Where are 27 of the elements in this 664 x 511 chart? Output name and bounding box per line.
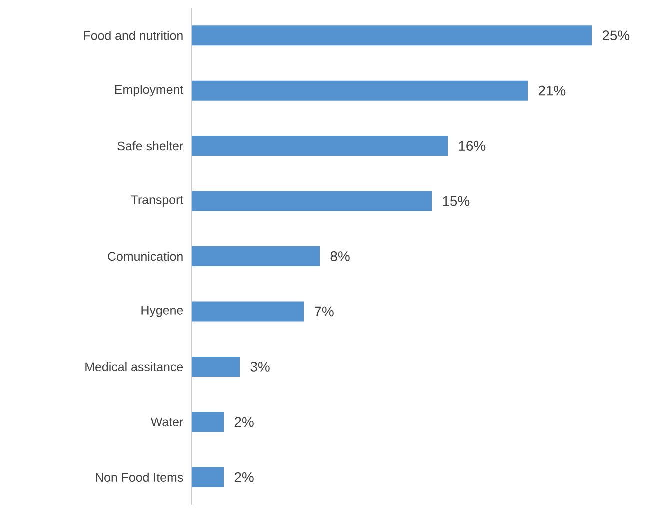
bar <box>192 412 224 432</box>
bar <box>192 302 304 322</box>
y-tick-label: Hygene <box>142 306 184 318</box>
bar <box>192 26 592 46</box>
y-tick-label: Transport <box>131 196 184 207</box>
data-label: 16% <box>459 141 486 151</box>
data-label: 3% <box>250 362 270 372</box>
y-tick-label: Food and nutrition <box>84 31 183 40</box>
data-label: 8% <box>330 252 350 262</box>
data-label: 2% <box>234 417 254 428</box>
y-tick-label: Safe shelter <box>118 141 184 151</box>
y-tick-label: Water <box>150 418 184 427</box>
bar <box>192 136 448 156</box>
bar <box>192 356 240 377</box>
data-label: 7% <box>314 306 334 317</box>
data-label: 25% <box>602 30 630 41</box>
bar <box>192 246 320 267</box>
y-tick-label: Non Food Items <box>96 472 184 482</box>
bar <box>192 191 432 212</box>
data-label: 15% <box>443 196 470 206</box>
y-tick-label: Medical assitance <box>86 362 184 372</box>
data-label: 2% <box>234 472 254 482</box>
data-label: 21% <box>538 86 566 96</box>
bar <box>192 80 528 101</box>
y-tick-label: Comunication <box>108 252 183 262</box>
bar <box>192 467 224 488</box>
y-tick-label: Employment <box>115 85 184 97</box>
